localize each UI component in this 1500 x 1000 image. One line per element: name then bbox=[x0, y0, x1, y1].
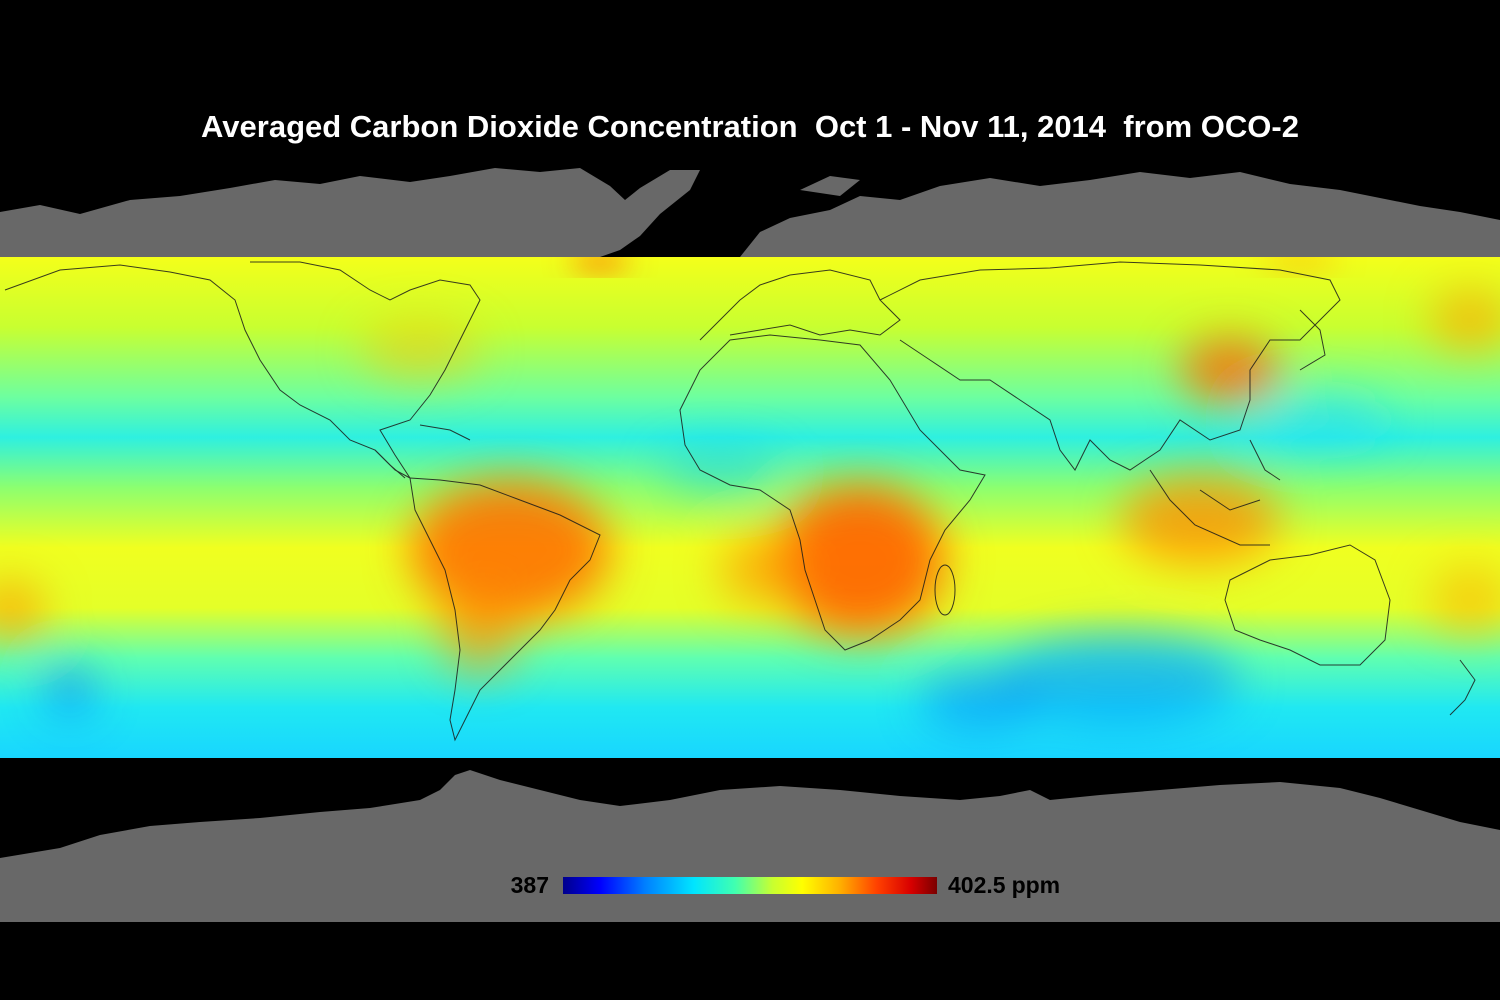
colorbar-min-label: 387 bbox=[511, 872, 549, 898]
coastlines bbox=[4, 261, 1476, 742]
arctic-landmass bbox=[0, 168, 1500, 257]
colorbar-max-value: 402.5 bbox=[948, 872, 1006, 898]
colorbar-max-label: 402.5 ppm bbox=[948, 872, 1060, 898]
bottom-margin bbox=[0, 922, 1500, 1000]
colorbar-unit: ppm bbox=[1012, 872, 1061, 898]
colorbar-ramp bbox=[563, 877, 937, 894]
map-title: Averaged Carbon Dioxide Concentration Oc… bbox=[201, 109, 1299, 144]
colorbar: 387 402.5 ppm bbox=[511, 872, 1061, 898]
antarctica-landmass bbox=[0, 770, 1500, 922]
co2-data-band bbox=[0, 257, 1500, 758]
